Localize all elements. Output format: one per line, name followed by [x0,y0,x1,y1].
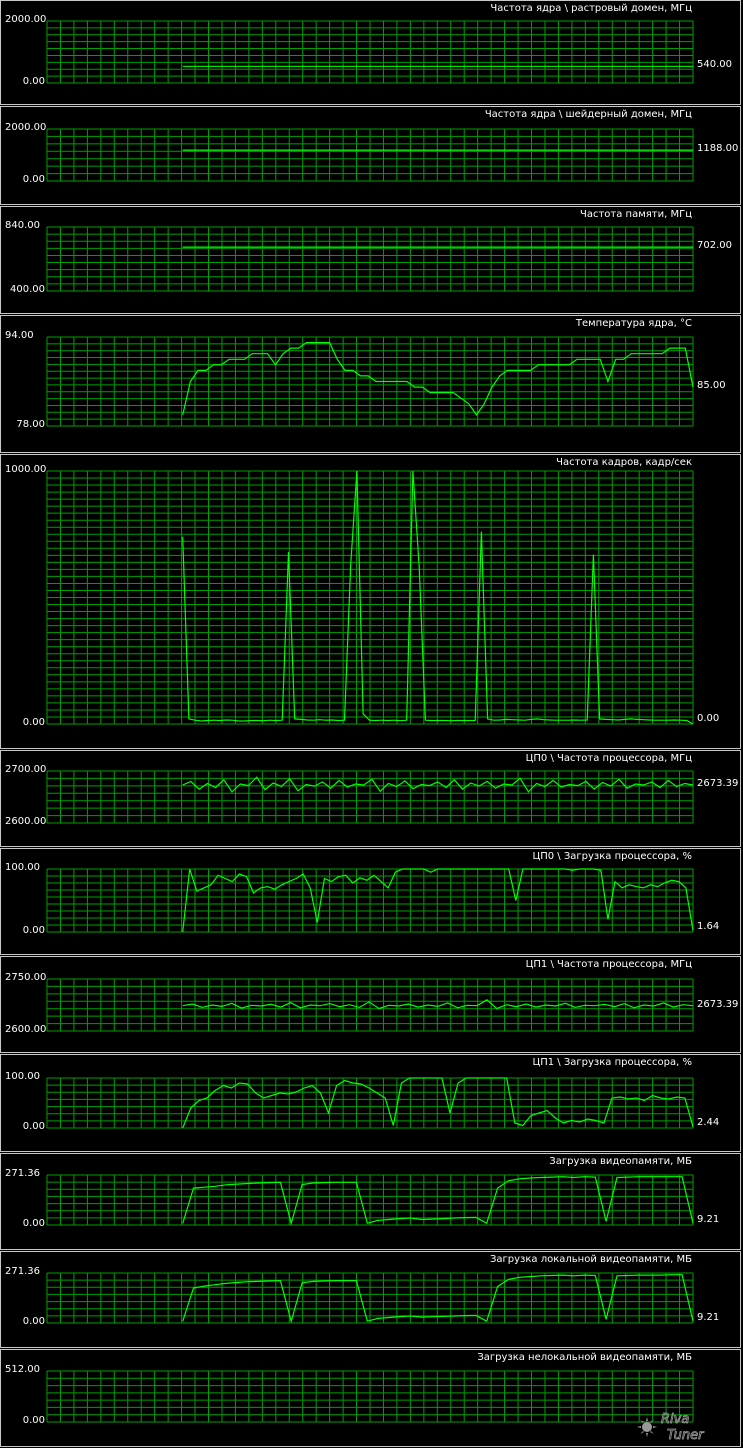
y-min-tick-label: 2600.00 [5,1024,47,1035]
y-max-tick-label: 2750.00 [5,972,47,983]
y-max-tick-label: 271.36 [5,1168,40,1179]
monitor-panel: Частота памяти, МГц 840.00 400.00 702.00 [0,206,741,314]
chart-plot [46,226,694,292]
svg-text:Riva: Riva [661,1412,689,1427]
current-value-label: 540.00 [697,59,732,71]
chart-plot [46,470,694,725]
current-value-label: 1188.00 [697,143,739,155]
chart-plot [46,1272,694,1324]
monitor-panel: Температура ядра, °С 94.00 78.00 85.00 [0,315,741,453]
y-min-tick-label: 0.00 [22,174,45,185]
monitor-panel: Частота ядра \ растровый домен, МГц 2000.… [0,0,741,105]
series-line [182,1176,694,1226]
chart-plot [46,868,694,933]
chart-title: ЦП1 \ Загрузка процессора, % [532,1057,692,1068]
svg-text:Tuner: Tuner [667,1428,705,1443]
series-line [182,999,694,1010]
chart-title: Загрузка локальной видеопамяти, МБ [490,1254,692,1265]
y-max-tick-label: 2000.00 [5,14,47,25]
series-line [182,470,694,725]
y-min-tick-label: 0.00 [22,1121,45,1132]
monitor-panel: ЦП0 \ Загрузка процессора, % 100.00 0.00 1.… [0,848,741,955]
chart-plot [46,770,694,824]
rivatuner-logo: Riva Tuner [637,1412,706,1443]
chart-title: ЦП0 \ Загрузка процессора, % [532,851,692,862]
y-min-tick-label: 400.00 [10,284,45,295]
current-value-label: 2673.39 [697,998,739,1010]
series-line [182,1274,694,1324]
chart-title: ЦП1 \ Частота процессора, МГц [525,959,692,970]
series-line [182,868,694,933]
series-line [182,776,694,793]
current-value-label: 85.00 [697,380,726,392]
chart-title: Частота памяти, МГц [580,209,692,220]
current-value-label: 9.21 [697,1214,720,1225]
chart-title: ЦП0 \ Частота процессора, МГц [525,753,692,764]
y-min-tick-label: 0.00 [22,1316,45,1327]
chart-title: Загрузка нелокальной видеопамяти, МБ [477,1352,692,1363]
y-min-tick-label: 2600.00 [5,816,47,827]
monitor-panel: Частота кадров, кадр/сек 1000.00 0.00 0.00 [0,454,741,749]
chart-title: Частота ядра \ шейдерный домен, МГц [484,109,692,120]
monitor-panel: Загрузка нелокальной видеопамяти, МБ 512.… [0,1349,741,1447]
y-max-tick-label: 100.00 [5,862,40,873]
chart-plot [46,978,694,1032]
y-min-tick-label: 0.00 [22,1218,45,1229]
y-max-tick-label: 1000.00 [5,464,47,475]
monitor-panel: ЦП0 \ Частота процессора, МГц 2700.00 2600… [0,750,741,847]
monitor-panel: ЦП1 \ Загрузка процессора, % 100.00 0.00 2.… [0,1054,741,1152]
monitor-panel: Загрузка локальной видеопамяти, МБ 271.36… [0,1251,741,1348]
y-max-tick-label: 94.00 [5,330,34,341]
y-max-tick-label: 2000.00 [5,122,47,133]
y-min-tick-label: 78.00 [16,419,45,430]
y-min-tick-label: 0.00 [22,1415,45,1426]
series-line [182,1077,694,1129]
y-min-tick-label: 0.00 [22,717,45,728]
chart-title: Температура ядра, °С [575,318,692,329]
series-line [182,342,694,416]
monitor-panel: Загрузка видеопамяти, МБ 271.36 0.00 9.21 [0,1153,741,1250]
monitor-panel: Частота ядра \ шейдерный домен, МГц 2000.… [0,106,741,205]
chart-title: Частота кадров, кадр/сек [556,457,692,468]
current-value-label: 9.21 [697,1312,720,1323]
current-value-label: 0.00 [697,713,720,724]
current-value-label: 702.00 [697,240,732,252]
chart-title: Частота ядра \ растровый домен, МГц [490,3,692,14]
chart-plot [46,20,694,84]
y-max-tick-label: 2700.00 [5,764,47,775]
monitor-panel: ЦП1 \ Частота процессора, МГц 2750.00 2600… [0,956,741,1053]
chart-plot [46,336,694,427]
y-min-tick-label: 0.00 [22,925,45,936]
current-value-label: 2.44 [697,1117,720,1128]
current-value-label: 1.64 [697,921,720,932]
chart-plot [46,1370,694,1423]
chart-plot [46,128,694,182]
y-max-tick-label: 271.36 [5,1266,40,1277]
y-max-tick-label: 100.00 [5,1071,40,1082]
chart-plot [46,1077,694,1129]
y-max-tick-label: 840.00 [5,220,40,231]
chart-title: Загрузка видеопамяти, МБ [549,1156,692,1167]
chart-plot [46,1174,694,1226]
y-max-tick-label: 512.00 [5,1364,40,1375]
y-min-tick-label: 0.00 [22,76,45,87]
current-value-label: 2673.39 [697,778,739,790]
